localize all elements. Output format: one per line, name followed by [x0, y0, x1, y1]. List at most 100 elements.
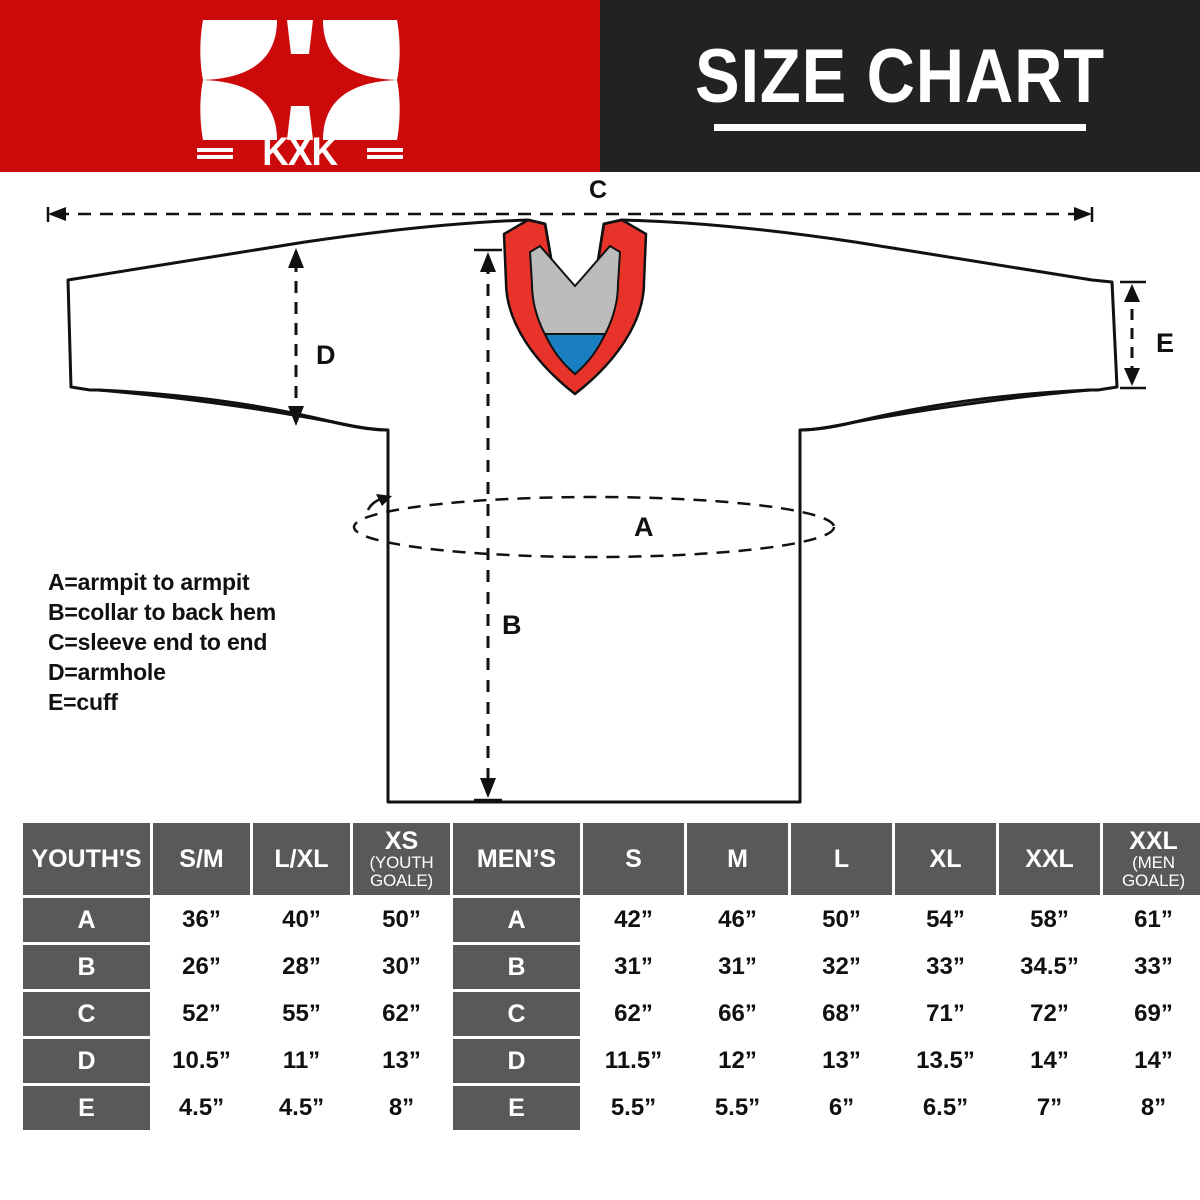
header-mens-col-0: S [583, 823, 684, 895]
dimension-a [352, 494, 836, 559]
table-row: C 52” 55” 62” C 62” 66” 68” 71” 72” 69” [23, 992, 1200, 1036]
header-youth-col-2-sub: (YOUTH GOALE) [369, 853, 434, 891]
cell-youth-e-0: 4.5” [153, 1086, 250, 1130]
legend-item-a: A=armpit to armpit [48, 569, 250, 595]
dimension-label-e: E [1156, 328, 1174, 358]
cell-youth-c-0: 52” [153, 992, 250, 1036]
cell-youth-d-0: 10.5” [153, 1039, 250, 1083]
cell-youth-c-2: 62” [353, 992, 450, 1036]
cell-mens-d-1: 12” [687, 1039, 788, 1083]
row-label-youth-e: E [23, 1086, 150, 1130]
header-youth-col-1: L/XL [253, 823, 350, 895]
legend-item-e: E=cuff [48, 688, 118, 715]
row-label-mens-e: E [453, 1086, 580, 1130]
header-youth-col-0: S/M [153, 823, 250, 895]
brand-banner: KXK [0, 0, 600, 174]
cell-mens-d-2: 13” [791, 1039, 892, 1083]
legend-item-d: D=armhole [48, 658, 166, 685]
header-mens-col-5-label: XXL [1129, 827, 1178, 856]
row-label-mens-b: B [453, 945, 580, 989]
cell-mens-c-0: 62” [583, 992, 684, 1036]
cell-mens-d-5: 14” [1103, 1039, 1200, 1083]
cell-youth-b-1: 28” [253, 945, 350, 989]
cell-mens-b-5: 33” [1103, 945, 1200, 989]
cell-mens-a-4: 58” [999, 898, 1100, 942]
dimension-label-a: A [634, 512, 654, 542]
header-youth-col-2-label: XS [384, 827, 419, 856]
header-mens-col-4: XXL [999, 823, 1100, 895]
cell-mens-a-2: 50” [791, 898, 892, 942]
header-mens-col-1-label: M [727, 844, 748, 873]
header-mens-col-5: XXL (MEN GOALE) [1103, 823, 1200, 895]
cell-mens-a-3: 54” [895, 898, 996, 942]
cell-mens-e-3: 6.5” [895, 1086, 996, 1130]
dimension-c [46, 207, 1094, 222]
cell-mens-b-4: 34.5” [999, 945, 1100, 989]
cell-youth-a-1: 40” [253, 898, 350, 942]
cell-mens-b-2: 32” [791, 945, 892, 989]
dimension-label-b: B [502, 610, 522, 640]
table-row: A 36” 40” 50” A 42” 46” 50” 54” 58” 61” [23, 898, 1200, 942]
dimension-d [288, 248, 304, 426]
cell-mens-a-0: 42” [583, 898, 684, 942]
cell-mens-d-3: 13.5” [895, 1039, 996, 1083]
cell-mens-e-1: 5.5” [687, 1086, 788, 1130]
cell-youth-b-0: 26” [153, 945, 250, 989]
header-mens-col-5-sub: (MEN GOALE) [1121, 853, 1186, 891]
dimension-label-c: C [589, 176, 607, 204]
header-youth-col-0-label: S/M [179, 844, 224, 873]
header-mens-col-1: M [687, 823, 788, 895]
table-header-row: YOUTH'S S/M L/XL XS (YOUTH GOALE) MEN’S … [23, 823, 1200, 895]
header-mens-col-2-label: L [833, 844, 850, 873]
row-label-youth-b: B [23, 945, 150, 989]
header-mens-col-3-label: XL [929, 844, 962, 873]
cell-youth-e-1: 4.5” [253, 1086, 350, 1130]
dimension-b [474, 248, 502, 802]
header-youths: YOUTH'S [23, 823, 150, 895]
cell-mens-b-0: 31” [583, 945, 684, 989]
cell-mens-e-4: 7” [999, 1086, 1100, 1130]
size-table: YOUTH'S S/M L/XL XS (YOUTH GOALE) MEN’S … [20, 820, 1200, 1133]
cell-mens-e-5: 8” [1103, 1086, 1200, 1130]
dimension-e [1120, 280, 1146, 390]
header-youth-col-1-label: L/XL [274, 844, 329, 873]
jersey-collar [502, 218, 648, 396]
legend-item-b: B=collar to back hem [48, 598, 276, 625]
brand-wordmark: KXK [262, 130, 339, 174]
cell-youth-e-2: 8” [353, 1086, 450, 1130]
cell-mens-b-1: 31” [687, 945, 788, 989]
size-table-wrapper: YOUTH'S S/M L/XL XS (YOUTH GOALE) MEN’S … [20, 820, 1200, 1133]
cell-youth-c-1: 55” [253, 992, 350, 1036]
page-title: SIZE CHART [694, 34, 1106, 120]
header-mens-col-3: XL [895, 823, 996, 895]
cell-mens-c-2: 68” [791, 992, 892, 1036]
row-label-mens-a: A [453, 898, 580, 942]
title-underline [714, 123, 1086, 131]
header-mens-col-0-label: S [625, 844, 642, 873]
title-banner: SIZE CHART [600, 0, 1200, 172]
cell-youth-a-0: 36” [153, 898, 250, 942]
cell-mens-c-1: 66” [687, 992, 788, 1036]
cell-mens-c-5: 69” [1103, 992, 1200, 1036]
cell-mens-b-3: 33” [895, 945, 996, 989]
header-mens-col-2: L [791, 823, 892, 895]
cell-mens-a-5: 61” [1103, 898, 1200, 942]
cell-mens-e-0: 5.5” [583, 1086, 684, 1130]
header-youth-col-2: XS (YOUTH GOALE) [353, 823, 450, 895]
cell-mens-e-2: 6” [791, 1086, 892, 1130]
row-label-mens-c: C [453, 992, 580, 1036]
table-row: E 4.5” 4.5” 8” E 5.5” 5.5” 6” 6.5” 7” 8” [23, 1086, 1200, 1130]
dimension-label-d: D [316, 340, 336, 370]
kxk-bowtie-logo-icon: KXK [195, 10, 405, 174]
row-label-youth-a: A [23, 898, 150, 942]
row-label-mens-d: D [453, 1039, 580, 1083]
table-row: B 26” 28” 30” B 31” 31” 32” 33” 34.5” 33… [23, 945, 1200, 989]
legend-item-c: C=sleeve end to end [48, 628, 268, 655]
cell-mens-a-1: 46” [687, 898, 788, 942]
jersey-diagram: C D E A [0, 172, 1200, 820]
row-label-youth-c: C [23, 992, 150, 1036]
cell-mens-d-0: 11.5” [583, 1039, 684, 1083]
measurement-legend: A=armpit to armpit B=collar to back hem … [48, 568, 276, 717]
cell-youth-b-2: 30” [353, 945, 450, 989]
cell-mens-c-4: 72” [999, 992, 1100, 1036]
